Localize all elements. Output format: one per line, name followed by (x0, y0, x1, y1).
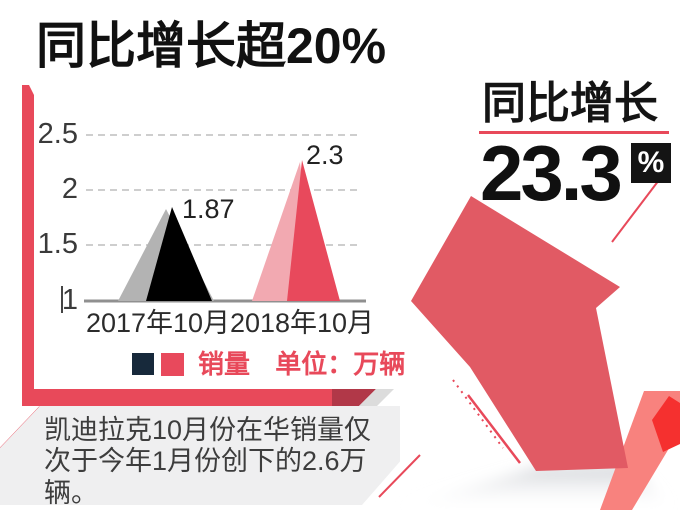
growth-heading: 同比增长 (482, 79, 658, 128)
footnote-text: 凯迪拉克10月份在华销量仅次于今年1月份创下的2.6万辆。 (44, 415, 372, 508)
growth-arrow (411, 196, 628, 471)
growth-underline (479, 131, 669, 134)
value-label-2017: 1.87 (182, 194, 235, 224)
bottom-ribbon-tail (359, 389, 394, 406)
chart-legend: 销量 单位：万辆 (198, 351, 405, 377)
legend-unit-label: 单位：万辆 (275, 349, 406, 379)
xlabel-2017: 2017年10月 (85, 308, 231, 338)
legend-swatch-navy (132, 353, 154, 375)
vivid-red-fold-shape (652, 396, 680, 452)
percent-badge: % (631, 143, 671, 183)
ribbon-light-shape (600, 391, 680, 510)
ytick-2_5: 2.5 (37, 118, 78, 150)
bottom-ribbon-end (332, 389, 376, 406)
legend-swatch-red (161, 353, 184, 376)
bottom-ribbon (22, 389, 332, 406)
ytick-2: 2 (61, 173, 78, 205)
decor-solid-line (467, 394, 521, 464)
growth-value: 23.3 (480, 129, 623, 217)
peak-2018-shadow (252, 162, 316, 301)
ytick-1: 1 (61, 284, 78, 316)
xlabel-2018: 2018年10月 (229, 308, 375, 338)
peak-2018 (287, 160, 340, 301)
page-title: 同比增长超20% (36, 18, 387, 74)
footnote-box: 凯迪拉克10月份在华销量仅次于今年1月份创下的2.6万辆。 (0, 406, 400, 505)
arrow-shadow (390, 465, 672, 509)
value-label-2018: 2.3 (306, 140, 344, 170)
decor-dotted-line (452, 379, 504, 449)
legend-series-label: 销量 (198, 349, 251, 379)
ytick-1_5: 1.5 (37, 228, 78, 260)
